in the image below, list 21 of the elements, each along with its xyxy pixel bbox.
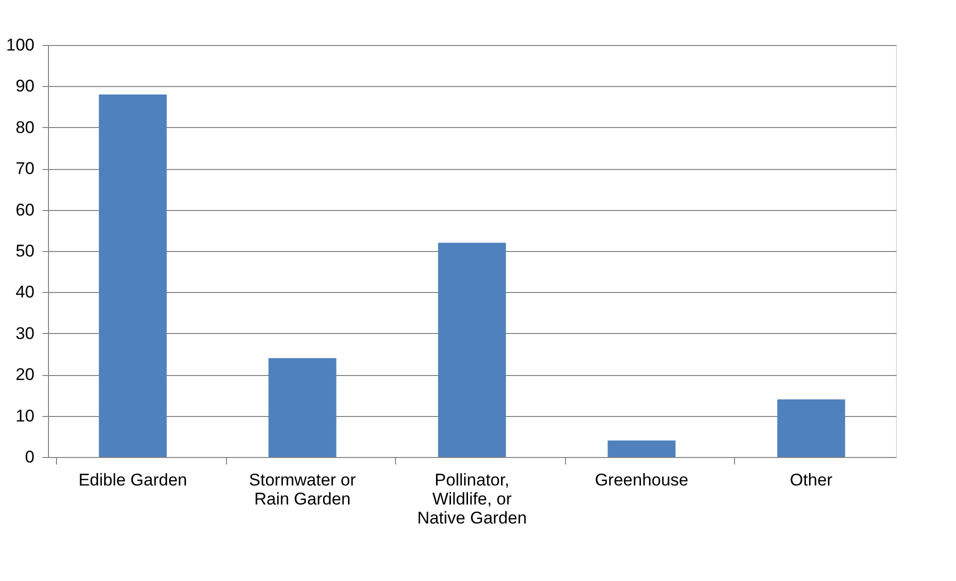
y-tick-label: 40 bbox=[16, 282, 34, 302]
y-tick-label: 60 bbox=[16, 200, 34, 220]
y-tick-label: 70 bbox=[16, 159, 34, 178]
y-tick-label: 30 bbox=[16, 324, 34, 343]
bar bbox=[608, 440, 676, 457]
bar bbox=[98, 94, 167, 457]
x-tick-label: Greenhouse bbox=[594, 470, 688, 490]
y-tick-label: 80 bbox=[16, 118, 34, 137]
y-tick-label: 100 bbox=[6, 36, 34, 54]
y-tick-label: 0 bbox=[25, 448, 34, 466]
x-tick-label: Edible Garden bbox=[78, 470, 188, 490]
bar bbox=[268, 358, 336, 457]
x-tick-label: Pollinator, Wildlife, or Native Garden bbox=[417, 470, 527, 528]
y-tick-label: 50 bbox=[16, 242, 34, 260]
y-tick-label: 20 bbox=[16, 365, 34, 384]
bar bbox=[438, 242, 506, 457]
x-tick-label: Stormwater or Rain Garden bbox=[249, 470, 356, 508]
bar bbox=[777, 399, 846, 457]
x-tick-label: Other bbox=[790, 470, 833, 490]
y-tick-label: 10 bbox=[16, 406, 34, 426]
y-tick-label: 90 bbox=[16, 76, 34, 96]
